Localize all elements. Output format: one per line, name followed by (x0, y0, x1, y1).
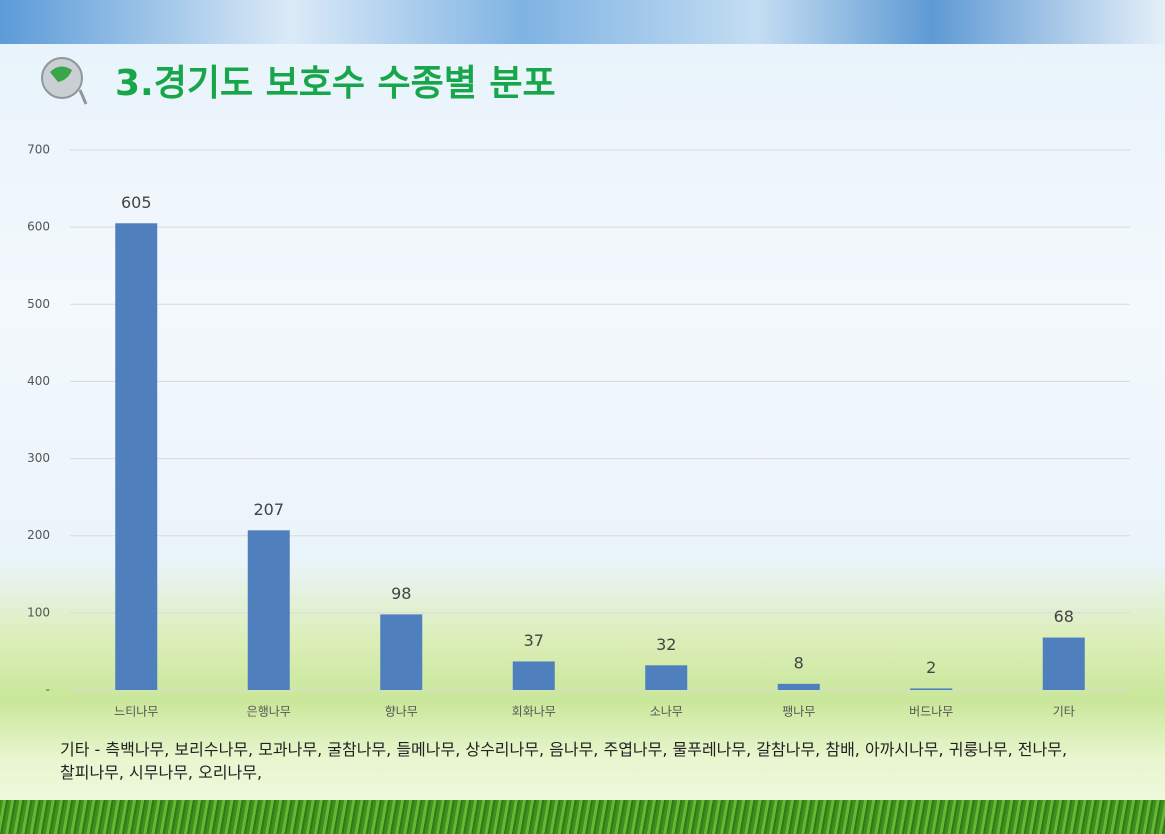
value-label: 207 (253, 500, 284, 519)
value-label: 605 (121, 193, 152, 212)
x-tick-label: 팽나무 (782, 705, 815, 719)
bar (777, 683, 820, 690)
value-label: 8 (794, 653, 804, 672)
x-tick-label: 느티나무 (114, 705, 158, 719)
bar (910, 688, 953, 690)
chart-title: 3.경기도 보호수 수종별 분포 (115, 63, 556, 104)
y-tick-label: 400 (27, 374, 50, 388)
value-label: 68 (1054, 607, 1074, 626)
footnote: 기타 - 측백나무, 보리수나무, 모과나무, 굴참나무, 들메나무, 상수리나… (60, 740, 1068, 782)
value-label: 32 (656, 635, 676, 654)
globe-icon (41, 57, 88, 105)
x-tick-label: 회화나무 (512, 705, 556, 719)
x-tick-label: 향나무 (385, 705, 418, 719)
y-tick-label: 100 (27, 605, 50, 619)
bar (1042, 637, 1085, 690)
value-label: 98 (391, 584, 411, 603)
y-tick-label: 700 (27, 143, 50, 157)
bar (645, 665, 688, 690)
y-tick-label: 500 (27, 297, 50, 311)
y-tick-label: 600 (27, 220, 50, 234)
bar (115, 223, 158, 691)
y-tick-label: 200 (27, 528, 50, 542)
grass-band (0, 800, 1165, 834)
x-tick-label: 은행나무 (247, 704, 291, 719)
bar (512, 661, 555, 690)
bar (247, 530, 290, 690)
x-tick-label: 버드나무 (909, 705, 953, 719)
sky-band (0, 0, 1165, 44)
bar (380, 614, 423, 690)
x-tick-label: 소나무 (650, 705, 683, 719)
y-tick-label: - (46, 683, 50, 697)
x-tick-label: 기타 (1053, 705, 1075, 719)
value-label: 2 (926, 658, 936, 677)
value-label: 37 (524, 631, 544, 650)
y-tick-label: 300 (27, 451, 50, 465)
